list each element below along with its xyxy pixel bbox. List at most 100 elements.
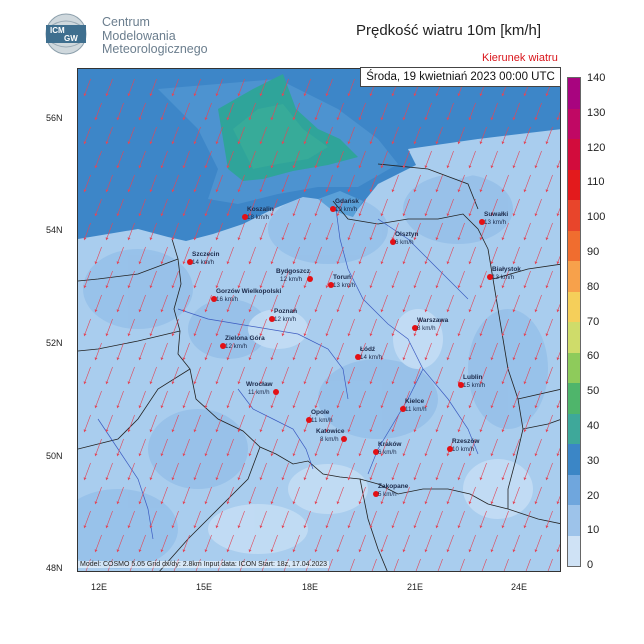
wind-arrow — [413, 270, 421, 289]
city-dot — [273, 389, 279, 395]
wind-arrow — [556, 303, 560, 313]
wind-arrow — [490, 438, 498, 457]
wind-arrow — [138, 534, 146, 553]
wind-arrow — [501, 510, 509, 529]
org-line-3: Meteorologicznego — [102, 42, 208, 56]
wind-arrow — [369, 366, 377, 385]
city-dot — [479, 219, 485, 225]
city-dot — [390, 239, 396, 245]
wind-arrow — [248, 390, 256, 409]
wind-arrow — [127, 174, 135, 193]
wind-arrow — [116, 150, 124, 169]
wind-arrow — [149, 78, 157, 97]
wind-arrow — [303, 222, 311, 241]
wind-map — [77, 68, 561, 572]
wind-arrow — [336, 198, 344, 217]
wind-arrow — [534, 198, 542, 217]
wind-arrow — [336, 342, 344, 361]
wind-arrow — [248, 438, 256, 457]
wind-arrow — [437, 558, 443, 571]
wind-arrow — [127, 78, 135, 97]
wind-arrow — [457, 222, 465, 241]
wind-arrow — [83, 270, 91, 289]
wind-arrow — [369, 222, 377, 241]
colorbar-segment — [568, 474, 580, 505]
wind-arrow — [193, 318, 201, 337]
chart-subtitle: Kierunek wiatru — [482, 52, 558, 64]
city-dot — [242, 214, 248, 220]
city-name: Warszawa — [417, 317, 449, 324]
wind-arrow — [503, 558, 509, 571]
wind-arrow — [468, 390, 476, 409]
colorbar-segment — [568, 139, 580, 170]
wind-arrow — [523, 510, 531, 529]
map-canvas — [78, 69, 560, 571]
wind-arrow — [534, 534, 542, 553]
city-speed: 14 km/h — [360, 354, 383, 361]
wind-arrow — [512, 534, 520, 553]
wind-arrow — [512, 150, 520, 169]
wind-arrow — [83, 78, 91, 97]
wind-arrow — [149, 126, 157, 145]
wind-arrow — [534, 342, 542, 361]
wind-arrow — [457, 510, 465, 529]
lat-label: 54N — [46, 225, 63, 235]
city-speed: 16 km/h — [216, 296, 239, 303]
wind-arrow — [512, 198, 520, 217]
wind-arrow — [270, 198, 278, 217]
wind-arrow — [127, 222, 135, 241]
city-speed: 11 km/h — [248, 389, 270, 396]
wind-arrow — [193, 510, 201, 529]
wind-arrow — [369, 126, 377, 145]
city-speed: 12 km/h — [274, 316, 297, 323]
wind-arrow — [303, 462, 311, 481]
wind-arrow — [292, 150, 300, 169]
wind-arrow — [479, 126, 487, 145]
wind-arrow — [347, 318, 355, 337]
wind-arrow — [468, 342, 476, 361]
wind-arrow — [347, 78, 355, 97]
wind-arrow — [270, 534, 278, 553]
wind-arrow — [237, 222, 245, 241]
wind-arrow — [534, 246, 542, 265]
city-speed: 10 km/h — [452, 446, 475, 453]
model-info: Model: COSMO 5.05 Grid dx/dy: 2.8km Inpu… — [78, 561, 330, 568]
wind-arrow — [490, 390, 498, 409]
wind-arrow — [105, 78, 113, 97]
wind-arrow — [259, 318, 267, 337]
wind-arrow — [545, 318, 553, 337]
wind-arrow — [501, 366, 509, 385]
wind-arrow — [259, 366, 267, 385]
wind-arrow — [270, 486, 278, 505]
wind-arrow — [270, 102, 278, 121]
wind-arrow — [248, 150, 256, 169]
city-speed: 8 km/h — [320, 436, 339, 443]
wind-arrow — [237, 78, 245, 97]
wind-arrow — [303, 510, 311, 529]
wind-arrow — [292, 294, 300, 313]
city-dot — [211, 296, 217, 302]
city-name: Rzeszów — [452, 438, 480, 445]
wind-arrow — [303, 366, 311, 385]
wind-arrow — [424, 102, 432, 121]
wind-arrow — [545, 366, 553, 385]
wind-arrow — [369, 174, 377, 193]
colorbar-tick-label: 110 — [587, 176, 605, 189]
colorbar-segment — [568, 505, 580, 536]
colorbar-tick-label: 80 — [587, 280, 600, 293]
wind-arrow — [160, 294, 168, 313]
wind-arrow — [149, 174, 157, 193]
wind-arrow — [292, 342, 300, 361]
wind-arrow — [424, 534, 432, 553]
wind-arrow — [556, 495, 560, 505]
wind-arrow — [380, 534, 388, 553]
wind-arrow — [459, 558, 465, 571]
wind-arrow — [347, 462, 355, 481]
wind-arrow — [281, 510, 289, 529]
wind-arrow — [501, 222, 509, 241]
wind-arrow — [369, 414, 377, 433]
wind-arrow — [303, 318, 311, 337]
wind-arrow — [314, 102, 322, 121]
wind-arrow — [325, 462, 333, 481]
wind-arrow — [391, 126, 399, 145]
